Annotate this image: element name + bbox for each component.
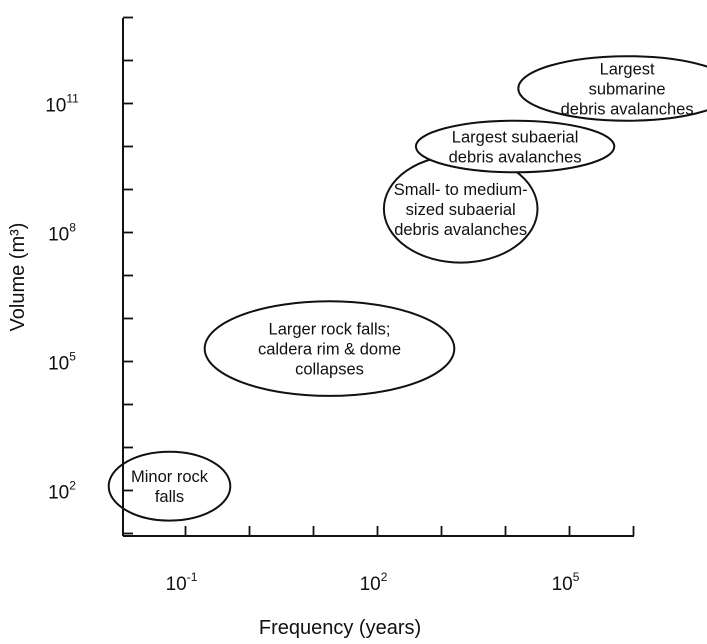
region-label: caldera rim & dome bbox=[258, 341, 401, 359]
region-1: Minor rock falls bbox=[107, 450, 232, 522]
y-tick-label: 108 bbox=[48, 221, 76, 246]
region-label: debris avalanches bbox=[561, 100, 694, 118]
region-label: sized subaerial bbox=[406, 201, 516, 219]
region-label: Minor rock bbox=[131, 468, 209, 486]
region-4: Largest subaerial debris avalanches bbox=[414, 119, 616, 174]
y-tick-label: 1011 bbox=[45, 92, 79, 117]
x-axis-title: Frequency (years) bbox=[259, 617, 421, 639]
region-ellipse bbox=[517, 55, 707, 122]
region-label: collapses bbox=[295, 361, 364, 379]
region-label: Largest subaerial bbox=[452, 129, 579, 147]
region-label: debris avalanches bbox=[394, 221, 527, 239]
region-ellipse bbox=[107, 450, 232, 522]
region-ellipse bbox=[414, 119, 616, 174]
region-label: Larger rock falls; bbox=[269, 321, 391, 339]
region-label: Largest bbox=[600, 60, 655, 78]
region-2: Larger rock falls; caldera rim & dome coll… bbox=[203, 300, 456, 397]
x-tick-label: 102 bbox=[360, 570, 388, 595]
tick-labels: 10-1 102 105 102 105 108 1011 bbox=[45, 92, 580, 596]
region-3: Small- to medium-sized subaerial debris a… bbox=[382, 154, 539, 264]
region-ellipses: Minor rock falls Larger rock falls; caldera… bbox=[107, 55, 707, 522]
region-label: falls bbox=[155, 488, 184, 506]
x-tick-label: 10-1 bbox=[166, 570, 198, 595]
region-label: Small- to medium- bbox=[394, 181, 528, 199]
region-5: Largest submarine debris avalanches bbox=[517, 55, 707, 122]
x-tick-label: 105 bbox=[552, 570, 580, 595]
region-label: debris avalanches bbox=[449, 149, 582, 167]
region-label: submarine bbox=[589, 80, 666, 98]
y-axis-title: Volume (m³) bbox=[7, 223, 29, 332]
ticks bbox=[123, 16, 635, 536]
y-tick-label: 102 bbox=[48, 479, 76, 504]
y-tick-label: 105 bbox=[48, 350, 76, 375]
region-ellipse bbox=[203, 300, 456, 397]
